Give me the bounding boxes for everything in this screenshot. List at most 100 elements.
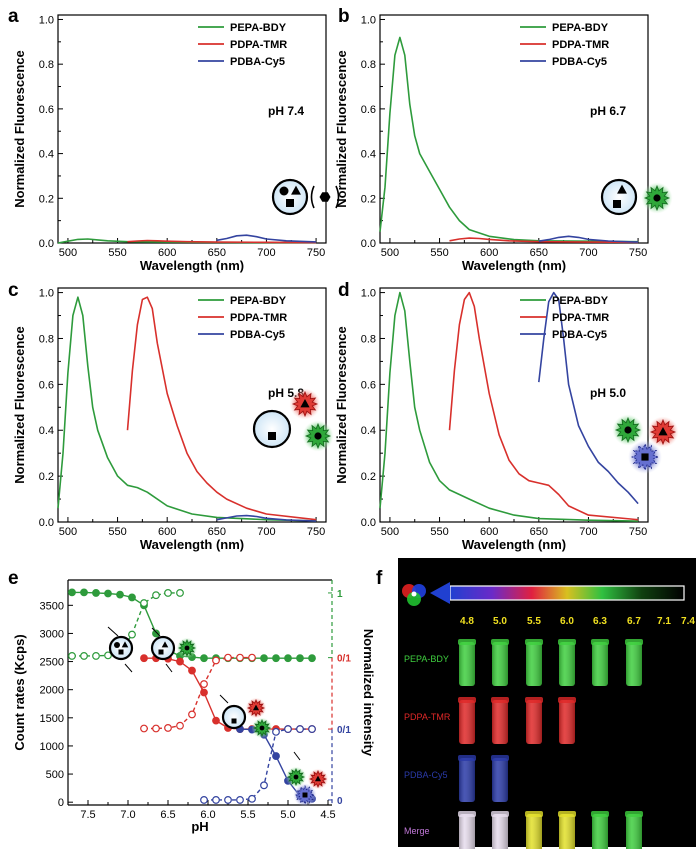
x-tick-label: 550: [430, 526, 448, 538]
vial-shading: [492, 758, 508, 802]
vial-cap: [525, 697, 543, 703]
data-point: [248, 794, 256, 803]
paren-right-icon: [335, 185, 340, 209]
right-axis-label: 0: [337, 796, 343, 807]
x-tick-label: 700: [579, 247, 597, 259]
legend-label: PEPA-BDY: [230, 295, 287, 307]
x-axis-label: Wavelength (nm): [462, 258, 566, 273]
x-tick-label: 500: [381, 247, 399, 259]
photo-background: [398, 558, 696, 847]
data-point: [164, 724, 172, 732]
data-point: [152, 629, 160, 638]
y2-axis-label: Normalized intensity: [361, 629, 376, 757]
vial-shading: [492, 700, 508, 744]
y-tick-label: 0.6: [361, 104, 376, 116]
vial-shading: [459, 758, 475, 802]
rgb-white-center-icon: [411, 591, 417, 597]
series-line-pdba-cy5: [538, 235, 639, 243]
x-axis-label: Wavelength (nm): [140, 258, 244, 273]
data-point: [272, 727, 280, 736]
nanoparticle-icon: [150, 635, 176, 661]
vial-cap: [525, 811, 543, 817]
y-tick-label: 0.0: [361, 238, 376, 250]
data-point: [212, 796, 220, 804]
data-point: [152, 591, 160, 600]
vial-cap: [491, 639, 509, 645]
arrow-icon: [107, 626, 119, 637]
data-point: [104, 651, 112, 660]
y-tick-label: 1.0: [39, 288, 54, 300]
nanoparticle-icon: [108, 635, 134, 661]
arrow-icon: [151, 627, 161, 637]
series-line-pepa-bdy: [379, 291, 639, 522]
data-point: [80, 652, 88, 660]
data-point: [308, 654, 316, 663]
data-point: [248, 653, 256, 662]
data-point: [128, 630, 136, 639]
arrow-icon: [219, 694, 229, 704]
vial-shading: [526, 642, 542, 686]
panel-b: b 500 550 600 650 700 750 0.0 0.2 0.4 0.6 0.8 1.0 Wav…: [334, 6, 673, 273]
ph-annotation: pH 7.4: [268, 104, 304, 118]
right-axis-label: 0/1: [337, 654, 351, 665]
panel-c: c 500 550 600 650 700 750 0.0 0.2 0.4 0.6 0.8 1.0 Wav…: [8, 280, 334, 552]
square-dye-icon: [302, 792, 308, 798]
panel-letter: b: [338, 6, 350, 27]
vial-shading: [559, 814, 575, 849]
x-tick-label: 600: [480, 247, 498, 259]
circle-dye-icon: [624, 426, 632, 434]
triangle-dye-icon: [121, 641, 129, 648]
x-tick-label: 5.0: [280, 809, 295, 821]
x-tick-label: 6.5: [160, 809, 175, 821]
vial-shading: [526, 814, 542, 849]
vial-shading: [592, 642, 608, 686]
data-point: [68, 652, 76, 660]
data-point: [92, 652, 100, 660]
series-line: [204, 728, 312, 801]
series-line-pdba-cy5: [538, 291, 639, 505]
right-axis-label: 0/1: [337, 725, 351, 736]
y-tick-label: 3500: [40, 600, 64, 612]
y-tick-label: 0.2: [361, 471, 376, 483]
vial-cap: [625, 811, 643, 817]
data-point: [212, 716, 220, 725]
data-point: [200, 688, 208, 697]
data-point: [212, 656, 220, 665]
x-tick-label: 650: [208, 247, 226, 259]
triangle-dye-icon: [658, 426, 668, 436]
y-axis-label: Normalized Fluorescence: [334, 50, 349, 208]
vial-shading: [592, 814, 608, 849]
y-tick-label: 500: [46, 769, 64, 781]
vial-cap: [458, 755, 476, 761]
data-point: [272, 752, 280, 760]
x-tick-label: 7.5: [80, 809, 95, 821]
data-point: [68, 588, 76, 597]
ph-label: 5.5: [527, 616, 541, 627]
paren-left-icon: [310, 185, 315, 209]
x-tick-label: 4.5: [320, 809, 335, 821]
y-tick-label: 0.6: [39, 379, 54, 391]
series-line-pdpa-tmr: [449, 237, 639, 244]
arrow-icon: [165, 663, 173, 673]
x-tick-label: 550: [430, 247, 448, 259]
series-line-pdpa-tmr: [127, 239, 317, 244]
x-tick-label: 500: [59, 247, 77, 259]
data-point: [260, 781, 268, 790]
data-point: [80, 588, 88, 597]
legend-label: PDPA-TMR: [552, 39, 609, 51]
y-tick-label: 2500: [40, 657, 64, 669]
series-line-pdba-cy5: [216, 234, 317, 243]
vial-shading: [526, 700, 542, 744]
data-point: [200, 680, 208, 688]
data-point: [260, 654, 268, 663]
vial-shading: [492, 814, 508, 849]
ph-label: 4.8: [460, 616, 474, 627]
vial-cap: [458, 811, 476, 817]
legend-label: PEPA-BDY: [552, 22, 609, 34]
y-tick-label: 0.6: [39, 104, 54, 116]
data-point: [224, 796, 232, 804]
x-axis-label: Wavelength (nm): [140, 537, 244, 552]
vial-shading: [559, 700, 575, 744]
data-point: [140, 599, 148, 607]
